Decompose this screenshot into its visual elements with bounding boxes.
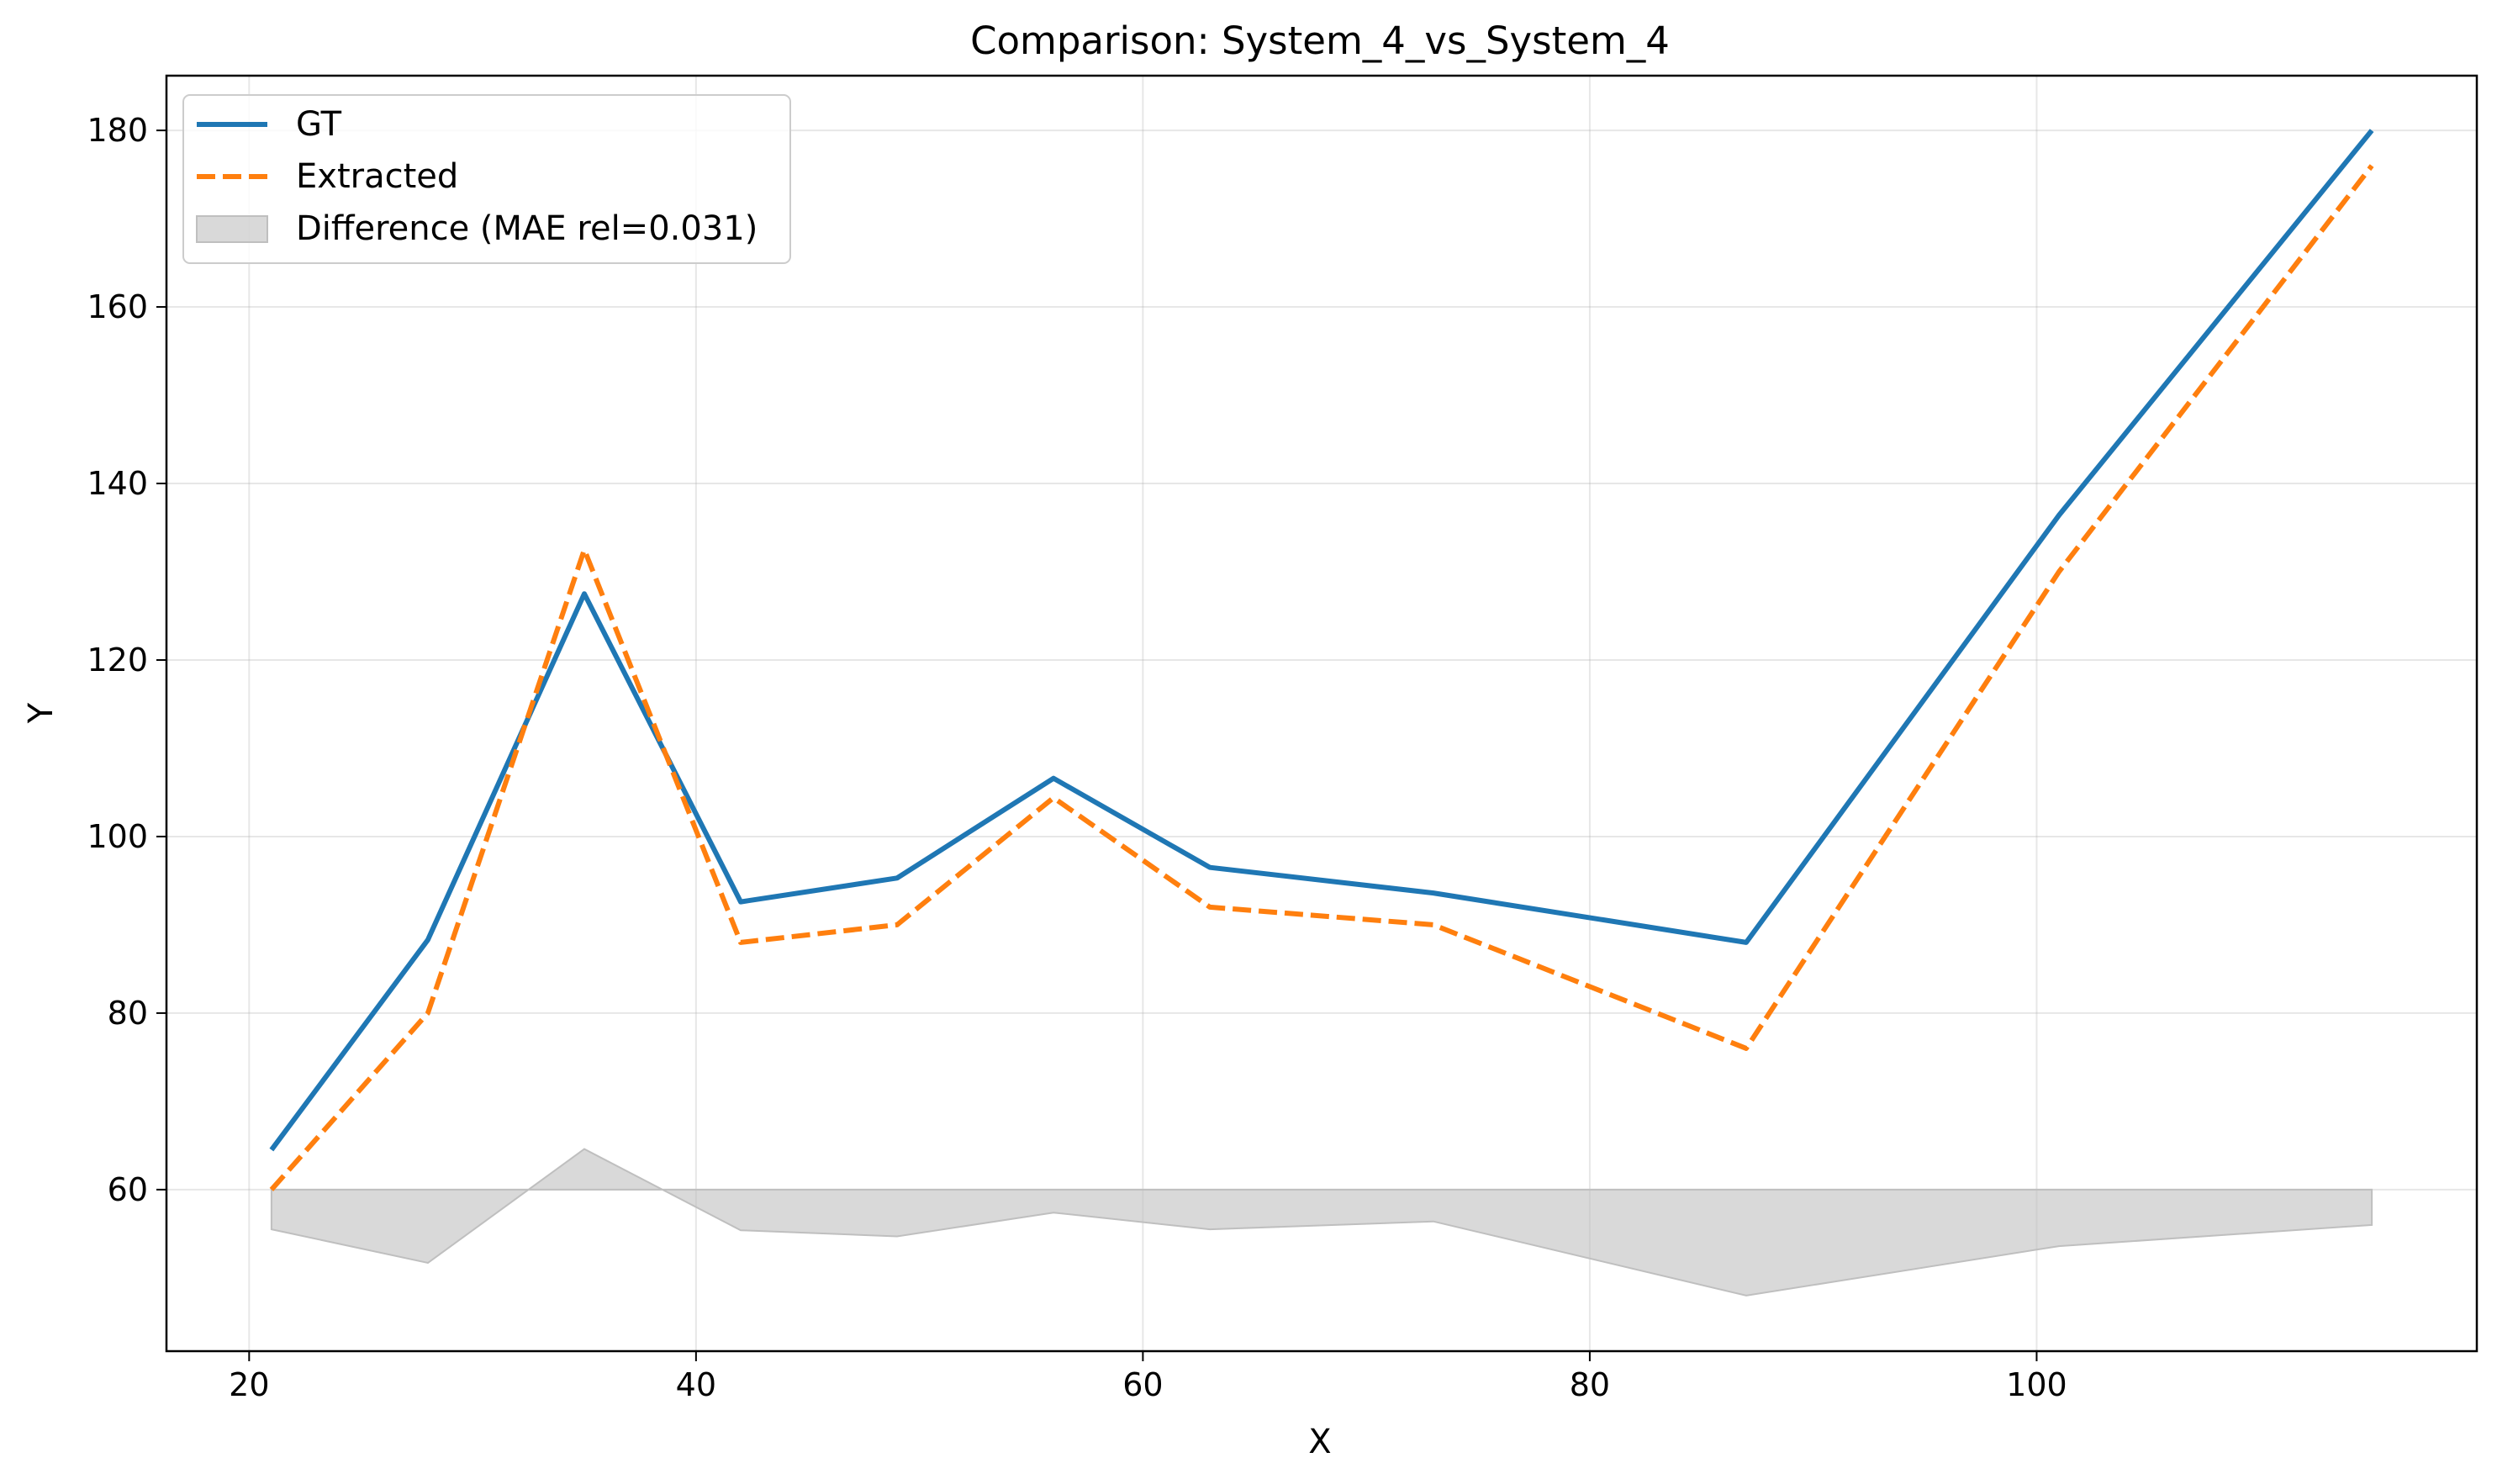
y-axis-label: Y: [22, 702, 61, 724]
x-tick-label: 40: [676, 1366, 716, 1403]
y-tick-label: 60: [108, 1171, 148, 1208]
y-axis: 60 80 100 120 140 160 180: [87, 112, 166, 1208]
legend-gt-label: GT: [296, 105, 342, 144]
y-tick-label: 80: [108, 995, 148, 1032]
x-axis-label: X: [1308, 1423, 1331, 1461]
series-layer: [269, 129, 2374, 1191]
difference-area-layer: [270, 1148, 2373, 1297]
plot-frame: [165, 74, 2479, 1353]
y-tick-label: 180: [87, 112, 148, 149]
x-tick-label: 20: [229, 1366, 269, 1403]
legend-difference-swatch: [196, 215, 268, 243]
legend-difference-label: Difference (MAE rel=0.031): [296, 209, 758, 248]
legend-extracted-label: Extracted: [296, 157, 458, 196]
x-axis: 20 40 60 80 100: [229, 1351, 2067, 1403]
y-tick-label: 100: [87, 818, 148, 855]
y-tick-label: 160: [87, 288, 148, 325]
difference-area: [270, 1148, 2373, 1297]
legend-box: [182, 94, 791, 264]
grid-lines: [166, 76, 2477, 1351]
x-tick-label: 60: [1122, 1366, 1163, 1403]
chart-title: Comparison: System_4_vs_System_4: [970, 18, 1670, 63]
y-tick-label: 140: [87, 465, 148, 502]
y-tick-label: 120: [87, 642, 148, 679]
series-line-extracted: [269, 164, 2374, 1191]
legend: GT Extracted Difference (MAE rel=0.031): [182, 94, 791, 264]
x-tick-label: 80: [1570, 1366, 1610, 1403]
x-tick-label: 100: [2006, 1366, 2067, 1403]
